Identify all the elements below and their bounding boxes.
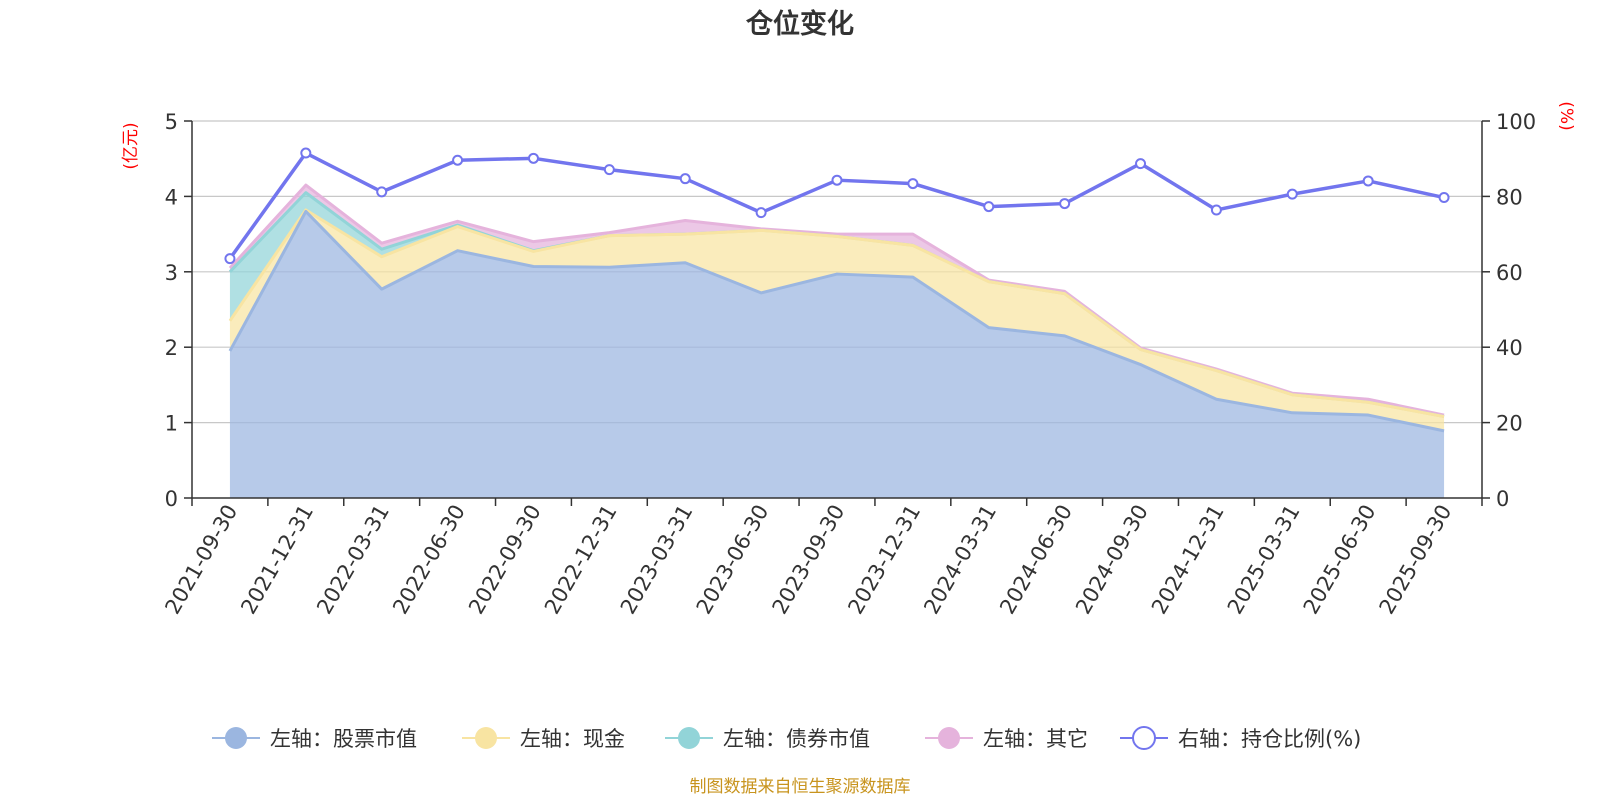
ratio-point bbox=[376, 186, 388, 198]
ratio-point bbox=[679, 173, 691, 185]
ratio-point bbox=[452, 154, 464, 166]
x-axis-tick-label: 2024-06-30 bbox=[995, 501, 1077, 619]
left-axis-tick-label: 2 bbox=[165, 336, 178, 360]
x-axis-tick-label: 2022-12-31 bbox=[540, 501, 622, 619]
ratio-point bbox=[527, 152, 539, 164]
ratio-point bbox=[907, 178, 919, 190]
ratio-point bbox=[755, 207, 767, 219]
x-axis-tick-label: 2025-09-30 bbox=[1375, 501, 1457, 619]
ratio-point bbox=[1438, 192, 1450, 204]
x-axis-tick-label: 2023-09-30 bbox=[768, 501, 850, 619]
stacked-areas bbox=[228, 183, 1445, 499]
legend-label: 左轴：股票市值 bbox=[270, 727, 417, 751]
left-axis-unit: (亿元) bbox=[121, 122, 141, 169]
x-axis-tick-label: 2023-06-30 bbox=[692, 501, 774, 619]
legend-item[interactable]: 左轴：其它 bbox=[925, 727, 1088, 751]
right-axis-tick-label: 100 bbox=[1496, 110, 1536, 134]
ratio-line-series bbox=[224, 147, 1450, 265]
x-axis-tick-label: 2022-09-30 bbox=[464, 501, 546, 619]
ratio-point bbox=[1210, 204, 1222, 216]
x-axis-tick-label: 2025-03-31 bbox=[1223, 501, 1305, 619]
right-axis-tick-label: 60 bbox=[1496, 261, 1523, 285]
x-axis-tick-label: 2023-03-31 bbox=[616, 501, 698, 619]
right-axis-tick-label: 0 bbox=[1496, 487, 1509, 511]
ratio-point bbox=[300, 147, 312, 159]
ratio-point bbox=[1362, 175, 1374, 187]
legend-label: 左轴：债券市值 bbox=[723, 727, 870, 751]
legend-label: 左轴：其它 bbox=[983, 727, 1088, 751]
ratio-point bbox=[1286, 188, 1298, 200]
source-note: 制图数据来自恒生聚源数据库 bbox=[690, 777, 911, 797]
x-axis-tick-label: 2022-06-30 bbox=[388, 501, 470, 619]
legend-item[interactable]: 右轴：持仓比例(%) bbox=[1120, 726, 1361, 751]
legend-marker bbox=[938, 727, 960, 749]
legend: 左轴：股票市值 左轴：现金 左轴：债券市值 左轴：其它 右轴：持仓比例(%) bbox=[212, 726, 1361, 751]
area-line-左轴：现金 bbox=[228, 208, 1445, 419]
ratio-point bbox=[1059, 198, 1071, 210]
x-axis-tick-label: 2021-09-30 bbox=[160, 501, 242, 619]
x-axis-tick-label: 2024-03-31 bbox=[919, 501, 1001, 619]
left-axis-tick-label: 4 bbox=[165, 185, 178, 209]
legend-marker bbox=[475, 727, 497, 749]
legend-marker bbox=[225, 727, 247, 749]
legend-item[interactable]: 左轴：债券市值 bbox=[665, 727, 870, 751]
legend-item[interactable]: 左轴：股票市值 bbox=[212, 727, 417, 751]
x-axis-tick-label: 2024-09-30 bbox=[1071, 501, 1153, 619]
legend-label: 右轴：持仓比例(%) bbox=[1178, 727, 1361, 751]
legend-marker bbox=[1132, 726, 1156, 750]
x-axis-tick-label: 2022-03-31 bbox=[312, 501, 394, 619]
ratio-point bbox=[603, 164, 615, 176]
x-axis-tick-label: 2025-06-30 bbox=[1299, 501, 1381, 619]
ratio-point bbox=[1135, 158, 1147, 170]
ratio-point bbox=[831, 174, 843, 186]
chart-title: 仓位变化 bbox=[745, 8, 854, 40]
right-axis-tick-label: 40 bbox=[1496, 336, 1523, 360]
area-左轴：股票市值 bbox=[229, 211, 1445, 499]
legend-marker bbox=[678, 727, 700, 749]
right-axis-tick-label: 20 bbox=[1496, 412, 1523, 436]
left-axis-tick-label: 0 bbox=[165, 487, 178, 511]
right-axis-tick-label: 80 bbox=[1496, 185, 1523, 209]
left-axis-tick-label: 3 bbox=[165, 261, 178, 285]
legend-label: 左轴：现金 bbox=[520, 727, 625, 751]
ratio-point bbox=[224, 253, 236, 265]
x-axis-tick-label: 2021-12-31 bbox=[236, 501, 318, 619]
area-line-左轴：股票市值 bbox=[228, 209, 1445, 433]
left-axis-tick-label: 5 bbox=[165, 110, 178, 134]
x-axis-tick-label: 2024-12-31 bbox=[1147, 501, 1229, 619]
right-axis-unit: (%) bbox=[1556, 101, 1576, 130]
x-axis-tick-label: 2023-12-31 bbox=[843, 501, 925, 619]
legend-item[interactable]: 左轴：现金 bbox=[462, 727, 625, 751]
left-axis-tick-label: 1 bbox=[165, 412, 178, 436]
ratio-point bbox=[983, 201, 995, 213]
